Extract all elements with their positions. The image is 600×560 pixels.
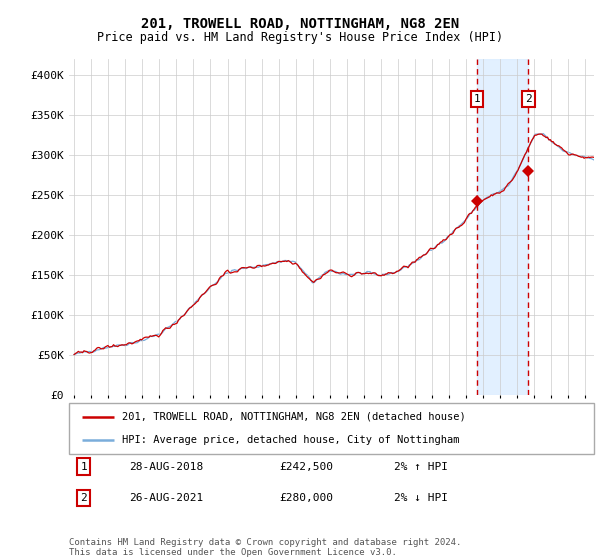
Text: Contains HM Land Registry data © Crown copyright and database right 2024.
This d: Contains HM Land Registry data © Crown c…: [69, 538, 461, 557]
FancyBboxPatch shape: [69, 403, 594, 454]
Text: 2: 2: [80, 493, 87, 503]
Bar: [477, 59, 529, 395]
Text: 201, TROWELL ROAD, NOTTINGHAM, NG8 2EN: 201, TROWELL ROAD, NOTTINGHAM, NG8 2EN: [141, 17, 459, 31]
Text: 1: 1: [474, 94, 481, 104]
Text: £280,000: £280,000: [279, 493, 333, 503]
Text: 2% ↑ HPI: 2% ↑ HPI: [395, 461, 449, 472]
Text: £242,500: £242,500: [279, 461, 333, 472]
Text: 26-AUG-2021: 26-AUG-2021: [130, 493, 203, 503]
Text: Price paid vs. HM Land Registry's House Price Index (HPI): Price paid vs. HM Land Registry's House …: [97, 31, 503, 44]
Text: 201, TROWELL ROAD, NOTTINGHAM, NG8 2EN (detached house): 201, TROWELL ROAD, NOTTINGHAM, NG8 2EN (…: [121, 412, 465, 422]
Text: 2% ↓ HPI: 2% ↓ HPI: [395, 493, 449, 503]
Text: HPI: Average price, detached house, City of Nottingham: HPI: Average price, detached house, City…: [121, 435, 459, 445]
Text: 2: 2: [525, 94, 532, 104]
Text: 28-AUG-2018: 28-AUG-2018: [130, 461, 203, 472]
Text: 1: 1: [80, 461, 87, 472]
